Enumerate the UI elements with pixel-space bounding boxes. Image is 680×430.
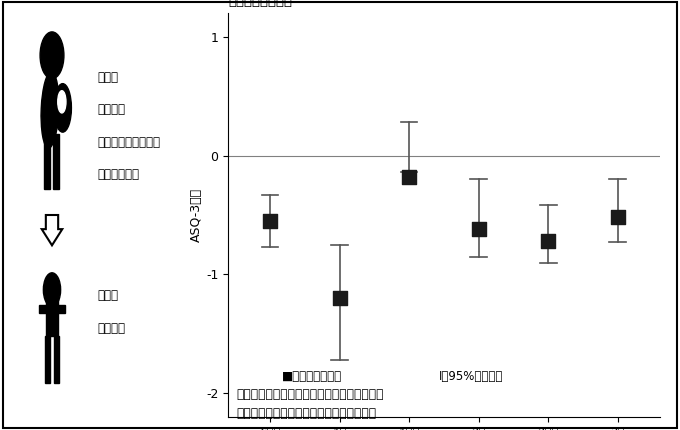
Text: 動き）では、神経発達がやや低下する傾向: 動き）では、神経発達がやや低下する傾向 — [237, 406, 377, 420]
Point — [404, 174, 415, 181]
Text: マンガンの取り込み: マンガンの取り込み — [97, 136, 160, 149]
Text: 神経発達: 神経発達 — [97, 322, 125, 335]
Y-axis label: ASQ-3点数: ASQ-3点数 — [190, 188, 203, 242]
Bar — [44, 134, 50, 189]
FancyArrow shape — [41, 215, 63, 245]
Ellipse shape — [41, 72, 58, 148]
Point — [265, 218, 275, 224]
Point — [473, 226, 484, 233]
Ellipse shape — [54, 83, 71, 132]
Point — [613, 214, 624, 221]
Text: 粗大運動領域（腕や足など大きな筋肉を使う: 粗大運動領域（腕や足など大きな筋肉を使う — [237, 388, 384, 401]
Circle shape — [44, 273, 61, 307]
Bar — [58, 305, 65, 313]
Title: 母体血中マンガン濃度2倍増加あたりの
子どものASQ-3の点数の変化
（粗大運動領域）: 母体血中マンガン濃度2倍増加あたりの 子どものASQ-3の点数の変化 （粗大運動… — [228, 0, 373, 8]
Text: ■：変化量推定値: ■：変化量推定値 — [282, 370, 342, 383]
Bar — [39, 305, 46, 313]
Bar — [53, 134, 59, 189]
Circle shape — [40, 32, 64, 79]
Point — [334, 295, 345, 302]
Bar — [46, 336, 50, 383]
Text: 妊娠中: 妊娠中 — [97, 71, 118, 84]
Text: 体内への: 体内への — [97, 103, 125, 117]
Ellipse shape — [58, 91, 66, 113]
Text: （血中濃度）: （血中濃度） — [97, 168, 139, 181]
Bar — [46, 288, 58, 336]
Text: I：95%信頼区間: I：95%信頼区間 — [439, 370, 503, 383]
Point — [543, 238, 554, 245]
Text: 子ども: 子ども — [97, 289, 118, 302]
Bar — [54, 336, 58, 383]
